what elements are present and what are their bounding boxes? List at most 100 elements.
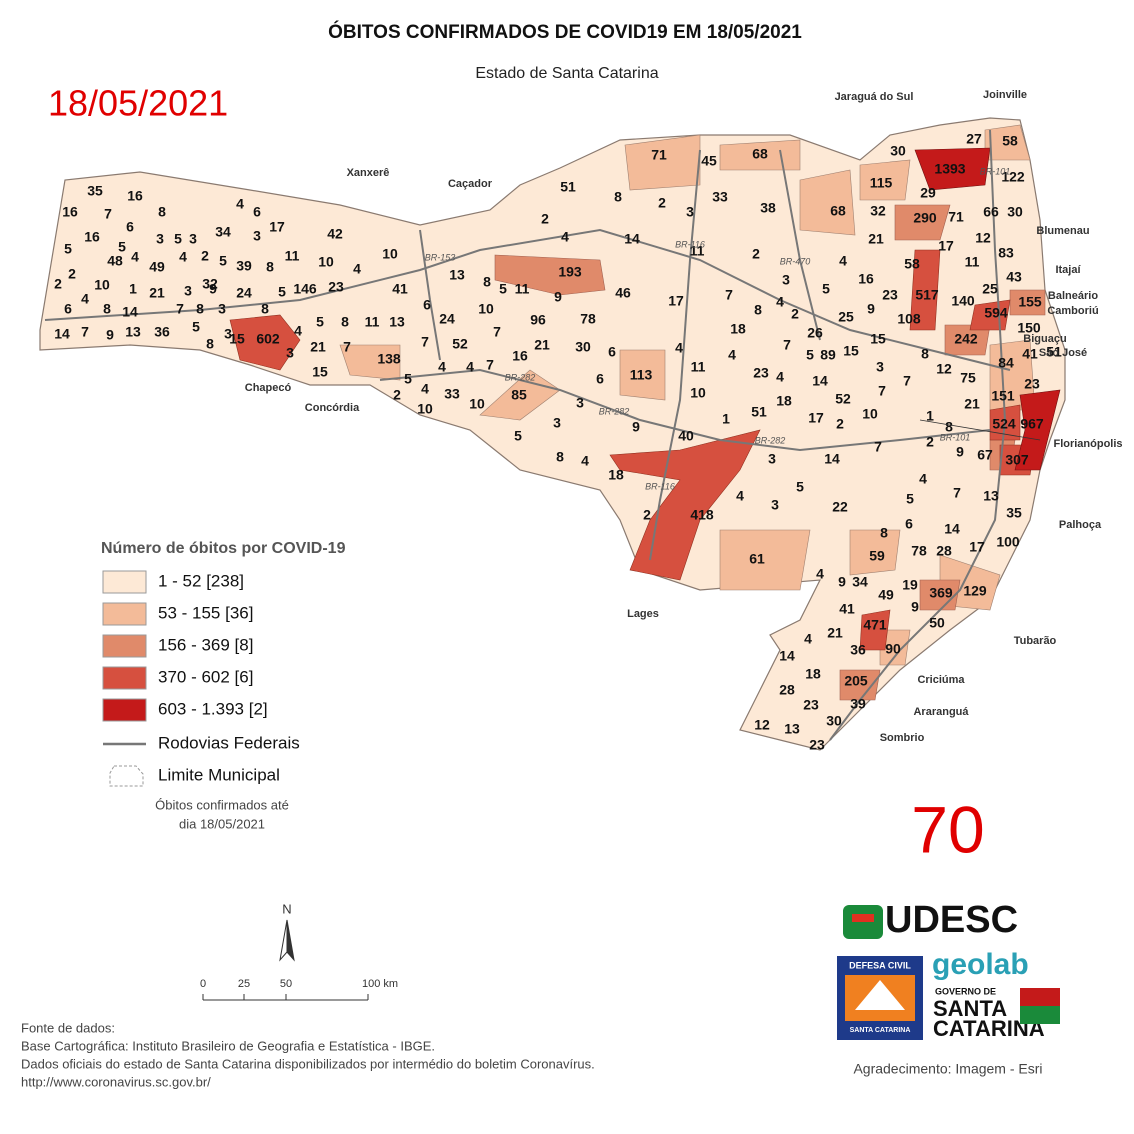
- municipality-deaths: 594: [984, 305, 1008, 321]
- municipality-deaths: 5: [64, 241, 72, 257]
- municipality-deaths: 151: [991, 388, 1015, 404]
- municipality-deaths: 9: [838, 574, 846, 590]
- municipality-deaths: 11: [691, 359, 706, 375]
- municipality-deaths: 4: [816, 566, 824, 582]
- municipality-deaths: 26: [807, 325, 823, 341]
- municipality-deaths: 3: [156, 231, 164, 247]
- municipality-deaths: 11: [965, 254, 980, 270]
- municipality-deaths: 4: [466, 359, 474, 375]
- scale-label: 25: [238, 978, 250, 990]
- legend: Número de óbitos por COVID-19 Rodovias F…: [101, 540, 346, 831]
- municipality-deaths: 307: [1005, 452, 1029, 468]
- city-name: Florianópolis: [1053, 438, 1122, 450]
- municipality-deaths: 9: [209, 281, 217, 297]
- municipality-deaths: 7: [878, 383, 886, 399]
- municipality-deaths: 83: [998, 245, 1014, 261]
- municipality-deaths: 3: [184, 283, 192, 299]
- municipality-deaths: 3: [576, 395, 584, 411]
- municipality-deaths: 78: [580, 311, 596, 327]
- municipality-deaths: 50: [929, 615, 945, 631]
- legend-roads: Rodovias Federais: [158, 733, 300, 752]
- municipality-deaths: 9: [911, 599, 919, 615]
- municipality-deaths: 45: [701, 153, 717, 169]
- municipality-deaths: 524: [992, 416, 1016, 432]
- municipality-deaths: 138: [377, 351, 401, 367]
- logos: UDESC geolab DEFESA CIVIL SANTA CATARINA…: [837, 899, 1060, 1077]
- municipality-deaths: 15: [229, 331, 245, 347]
- municipality-deaths: 4: [675, 340, 683, 356]
- city-name: Criciúma: [917, 674, 965, 686]
- municipality-deaths: 8: [754, 302, 762, 318]
- municipality-deaths: 15: [870, 331, 886, 347]
- municipality-deaths: 602: [256, 331, 280, 347]
- municipality-deaths: 78: [911, 543, 927, 559]
- municipality-deaths: 15: [312, 364, 328, 380]
- municipality-deaths: 51: [751, 404, 767, 420]
- municipality-deaths: 14: [624, 231, 640, 247]
- flag: [1020, 1006, 1060, 1024]
- defesa-civil-text: SANTA CATARINA: [850, 1027, 911, 1034]
- municipality-deaths: 10: [469, 396, 485, 412]
- municipality-deaths: 100: [996, 534, 1020, 550]
- municipality-deaths: 17: [808, 410, 824, 426]
- municipality-deaths: 21: [534, 337, 550, 353]
- municipality-deaths: 42: [327, 226, 343, 242]
- municipality-deaths: 115: [870, 175, 893, 191]
- municipality-deaths: 4: [728, 347, 736, 363]
- municipality-deaths: 7: [903, 373, 911, 389]
- municipality-deaths: 1: [129, 281, 137, 297]
- municipality-deaths: 6: [608, 344, 616, 360]
- municipality-deaths: 5: [174, 231, 182, 247]
- municipality-deaths: 5: [192, 319, 200, 335]
- road-label: BR-101: [980, 166, 1011, 176]
- municipality-deaths: 5: [219, 253, 227, 269]
- municipality-deaths: 4: [776, 369, 784, 385]
- municipality-deaths: 51: [1046, 344, 1062, 360]
- municipality-deaths: 10: [862, 406, 878, 422]
- municipality-deaths: 35: [1006, 505, 1022, 521]
- city-name: Lages: [627, 608, 659, 620]
- road-label: BR-101: [940, 432, 971, 442]
- municipality-deaths: 4: [81, 291, 89, 307]
- road-label: BR-282: [505, 372, 536, 382]
- road-label: BR-153: [425, 252, 456, 262]
- municipality-deaths: 36: [850, 642, 866, 658]
- municipality-deaths: 13: [389, 314, 405, 330]
- road-label: BR-282: [755, 435, 786, 445]
- municipality-deaths: 68: [830, 203, 846, 219]
- municipality-deaths: 2: [68, 266, 76, 282]
- municipality-deaths: 108: [897, 311, 921, 327]
- city-name: Biguaçu: [1023, 333, 1066, 345]
- geolab-logo: geolab: [932, 948, 1029, 981]
- municipality-deaths: 17: [938, 238, 954, 254]
- municipality-deaths: 1393: [934, 161, 965, 177]
- municipality-deaths: 35: [87, 183, 103, 199]
- municipality-deaths: 7: [874, 439, 882, 455]
- municipality-deaths: 3: [768, 451, 776, 467]
- municipality-deaths: 68: [752, 146, 768, 162]
- municipality-deaths: 5: [796, 479, 804, 495]
- municipality-deaths: 2: [201, 248, 209, 264]
- city-name: Sombrio: [880, 732, 925, 744]
- municipality-deaths: 49: [149, 259, 165, 275]
- municipality-deaths: 146: [293, 281, 317, 297]
- municipality-deaths: 17: [969, 539, 985, 555]
- municipality-deaths: 4: [294, 323, 302, 339]
- municipality-deaths: 6: [64, 301, 72, 317]
- municipality-deaths: 6: [423, 297, 431, 313]
- municipality-deaths: 5: [906, 491, 914, 507]
- municipality-deaths: 3: [876, 359, 884, 375]
- municipality-deaths: 25: [838, 309, 854, 325]
- municipality-deaths: 9: [956, 444, 964, 460]
- municipality-deaths: 5: [118, 239, 126, 255]
- municipality-deaths: 23: [809, 737, 825, 753]
- municipality-deaths: 16: [62, 204, 78, 220]
- municipality-deaths: 10: [690, 385, 706, 401]
- municipality-deaths: 14: [812, 373, 828, 389]
- municipality-deaths: 1: [722, 411, 730, 427]
- legend-note: Óbitos confirmados até: [155, 797, 289, 812]
- municipality-deaths: 1: [926, 408, 934, 424]
- gov-logo: GOVERNO DE: [935, 986, 996, 996]
- municipality-deaths: 59: [869, 548, 885, 564]
- municipality-deaths: 10: [318, 254, 334, 270]
